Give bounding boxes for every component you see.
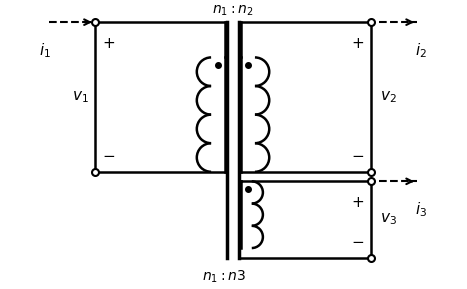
Text: $i_3$: $i_3$ xyxy=(415,200,427,219)
Text: $+$: $+$ xyxy=(351,36,364,51)
Text: $-$: $-$ xyxy=(102,147,115,162)
Text: $-$: $-$ xyxy=(351,147,364,162)
Text: $v_2$: $v_2$ xyxy=(380,89,397,105)
Text: $+$: $+$ xyxy=(351,195,364,210)
Text: $i_2$: $i_2$ xyxy=(415,41,427,60)
Text: $n_1:n_2$: $n_1:n_2$ xyxy=(212,4,254,18)
Text: $+$: $+$ xyxy=(102,36,115,51)
Text: $v_1$: $v_1$ xyxy=(72,89,89,105)
Text: $i_1$: $i_1$ xyxy=(39,41,51,60)
Text: $n_1:n3$: $n_1:n3$ xyxy=(202,269,246,286)
Text: $v_3$: $v_3$ xyxy=(380,212,397,227)
Text: $-$: $-$ xyxy=(351,233,364,248)
